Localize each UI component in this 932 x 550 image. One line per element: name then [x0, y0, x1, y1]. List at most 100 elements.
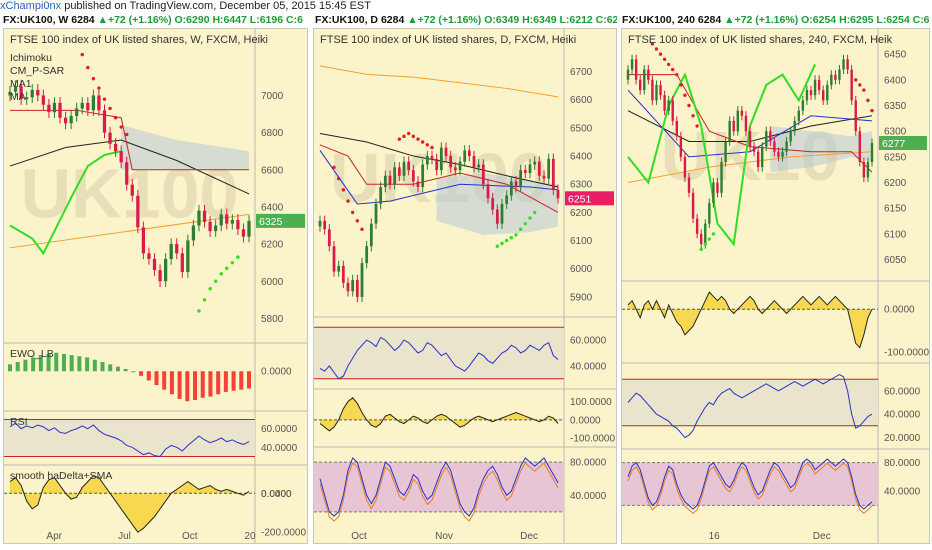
sar-dot: [420, 140, 425, 144]
y-tick-label: 6800: [261, 128, 284, 139]
candle: [444, 147, 448, 157]
candle: [556, 189, 560, 199]
sar-dot: [518, 227, 523, 232]
y-tick-label: 5800: [261, 314, 284, 325]
candle: [341, 265, 345, 283]
candle: [130, 184, 134, 196]
sar-dot: [528, 216, 532, 220]
candle: [472, 156, 476, 168]
histogram-bar: [231, 371, 236, 391]
y-tick-label: 0.0000: [261, 489, 292, 500]
sar-dot: [858, 83, 862, 87]
sar-dot: [495, 244, 500, 248]
y-tick-label: 6100: [570, 236, 593, 247]
candle: [728, 120, 731, 142]
y-tick-label: 80.0000: [570, 458, 607, 469]
candle: [13, 86, 18, 92]
candle: [351, 280, 355, 292]
sar-dot: [703, 242, 707, 246]
ticker-ohlc: O:6254 H:6295 L:6254 C:6: [801, 14, 930, 26]
candle: [416, 181, 420, 188]
candle: [834, 74, 837, 80]
candle: [797, 110, 800, 121]
candle: [355, 280, 359, 297]
candle: [523, 170, 527, 173]
candle: [537, 161, 541, 176]
y-tick-label: 6400: [884, 75, 907, 86]
chart-svg: UK10605061006150620062506300635064006450…: [622, 29, 929, 543]
y-tick-label: 20.0000: [884, 433, 921, 444]
histogram-bar: [193, 371, 198, 401]
ticker-w: FX:UK100, W 6284 ▲+72 (+1.16%) O:6290 H:…: [3, 13, 308, 27]
candle: [773, 141, 776, 152]
candle: [136, 195, 140, 228]
histogram-bar: [31, 357, 36, 372]
y-tick-label: 6300: [570, 180, 593, 191]
sar-dot: [360, 227, 364, 232]
candle: [752, 146, 756, 152]
candle: [47, 104, 51, 113]
ticker-d: FX:UK100, D 6284 ▲+72 (+1.16%) O:6349 H:…: [315, 13, 617, 27]
y-tick-label: 6100: [884, 229, 907, 240]
y-tick-label: 100.0000: [570, 397, 612, 408]
candle: [813, 79, 817, 96]
candle: [25, 97, 29, 100]
candle: [691, 192, 695, 219]
histogram-bar: [154, 371, 159, 386]
candle: [801, 100, 805, 111]
candle: [407, 161, 411, 171]
candle: [108, 132, 112, 144]
candle: [393, 167, 397, 185]
sar-dot: [355, 219, 360, 223]
price-badge: [256, 213, 305, 228]
subchart-title: EWO_LB: [10, 348, 54, 360]
sar-dot: [102, 97, 107, 101]
candle: [639, 79, 642, 91]
chart-pane-weekly[interactable]: UK100 5800 6000 6200 6400 6600 6800 7000 FTSE 10…: [3, 28, 308, 544]
price-badge-label: 6251: [568, 193, 592, 205]
ichimoku-cloud: [436, 172, 558, 235]
x-tick-label: 16: [709, 531, 721, 542]
x-tick-label: Dec: [520, 531, 538, 542]
candle: [481, 164, 485, 185]
candle: [724, 141, 727, 162]
candle: [102, 110, 107, 133]
ticker-price: 6284: [697, 14, 722, 26]
y-tick-label: -100.0000: [570, 434, 615, 445]
sar-dot: [230, 260, 235, 265]
indicator-line-secondary: [627, 462, 873, 514]
sar-dot: [350, 210, 355, 215]
sar-dot: [854, 78, 858, 82]
candle: [748, 131, 752, 147]
up-arrow-icon: ▲: [97, 14, 108, 26]
indicator-label: MA1: [10, 78, 32, 90]
indicator-chikou-green: [9, 150, 122, 256]
sar-dot: [711, 232, 716, 236]
sar-dot: [650, 42, 655, 46]
candle: [8, 91, 12, 96]
candle: [327, 229, 331, 247]
candle: [651, 79, 654, 101]
candle: [430, 156, 434, 159]
candle: [346, 282, 350, 292]
sar-dot: [332, 165, 336, 170]
candle: [870, 142, 874, 162]
y-tick-label: 6200: [261, 240, 284, 251]
candle: [659, 84, 662, 96]
author-name[interactable]: xChampi0nx: [0, 0, 62, 12]
sar-dot: [91, 77, 96, 81]
price-badge-label: 6325: [259, 216, 283, 228]
sar-dot: [113, 116, 118, 120]
candle: [152, 258, 157, 271]
histogram-bar: [200, 371, 205, 398]
candle: [439, 147, 443, 171]
chart-pane-daily[interactable]: UK100 5900 6000 6100 6200 6300 6400 6500 6600 670…: [313, 28, 617, 544]
candle: [163, 258, 168, 282]
y-tick-label: -100.0000: [884, 347, 929, 358]
indicator-label: MA: [10, 91, 26, 103]
y-tick-label: 6400: [261, 202, 284, 213]
candle: [197, 210, 201, 226]
chart-pane-240[interactable]: UK10 6050 6100 6150 6200 6250 6300 6350 6400 6450…: [621, 28, 930, 544]
sar-dot: [658, 52, 663, 56]
candle: [500, 203, 504, 224]
